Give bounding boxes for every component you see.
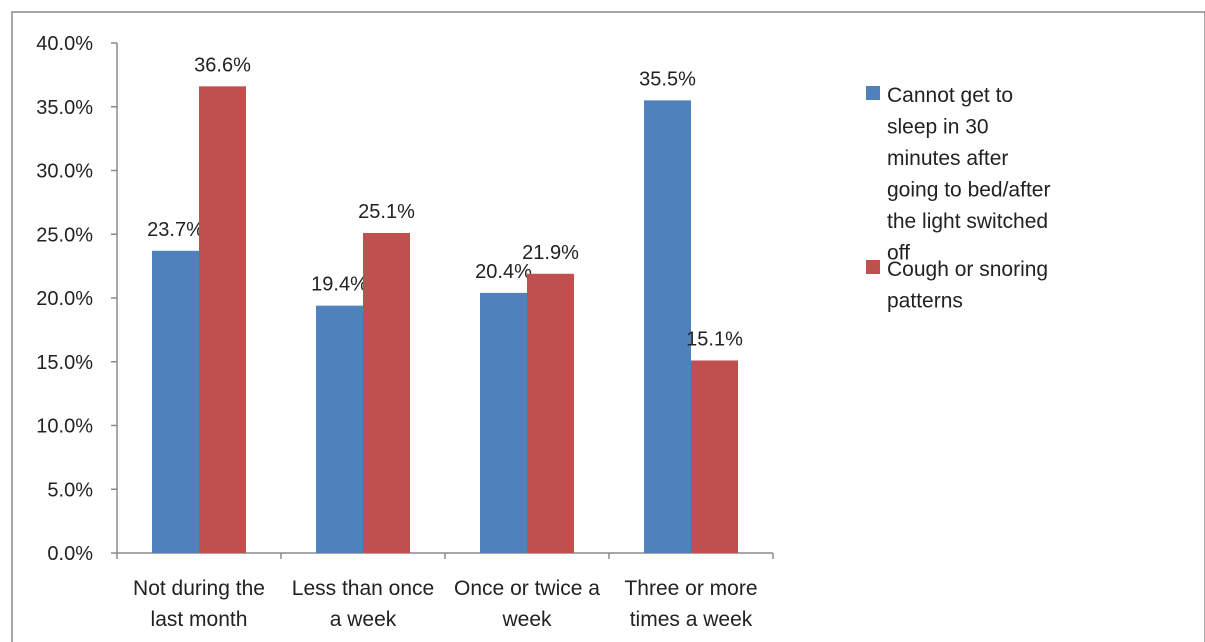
x-category-label: Once or twice a xyxy=(454,577,600,600)
data-label: 21.9% xyxy=(522,242,579,264)
x-category-label: a week xyxy=(330,608,397,631)
plot-area: 0.0% 5.0% 10.0% 15.0% 20.0% 25.0% 30.0% 35.0% 40… xyxy=(36,33,774,631)
y-tick-label: 25.0% xyxy=(36,224,93,246)
bar-series-1 xyxy=(480,292,527,553)
bar-series-2 xyxy=(363,232,410,553)
legend-label: going to bed/after xyxy=(887,179,1050,202)
y-tick-label: 35.0% xyxy=(36,97,93,119)
bar-series-2 xyxy=(691,360,738,553)
bar-series-1 xyxy=(316,305,363,553)
legend-swatch-series-2 xyxy=(866,260,880,274)
x-category-label: Less than once xyxy=(292,577,434,600)
legend-label: Cough or snoring xyxy=(887,258,1048,281)
y-tick-label: 40.0% xyxy=(36,33,93,55)
x-category-label: week xyxy=(501,608,552,631)
x-category-label: times a week xyxy=(630,608,753,631)
x-category-label: Not during the xyxy=(133,577,265,600)
bar-series-1 xyxy=(152,250,199,553)
x-category-label: last month xyxy=(151,608,248,631)
bar-series-2 xyxy=(199,86,246,553)
y-tick-label: 30.0% xyxy=(36,161,93,183)
legend: Cannot get to sleep in 30 minutes after goi… xyxy=(866,84,1050,313)
y-tick-label: 0.0% xyxy=(47,543,93,565)
legend-label: minutes after xyxy=(887,147,1008,170)
bar-series-2 xyxy=(527,273,574,553)
legend-swatch-series-1 xyxy=(866,86,880,100)
legend-label: Cannot get to xyxy=(887,84,1013,107)
x-category-label: Three or more xyxy=(624,577,757,600)
data-label: 15.1% xyxy=(686,328,743,350)
y-tick-label: 15.0% xyxy=(36,352,93,374)
data-label: 35.5% xyxy=(639,68,696,90)
data-label: 19.4% xyxy=(311,274,368,296)
legend-label: patterns xyxy=(887,290,963,313)
y-tick-label: 10.0% xyxy=(36,416,93,438)
bar-series-1 xyxy=(644,100,691,553)
legend-label: the light switched xyxy=(887,210,1048,233)
legend-label: sleep in 30 xyxy=(887,116,989,139)
data-label: 20.4% xyxy=(475,261,532,283)
data-label: 36.6% xyxy=(194,54,251,76)
data-label: 25.1% xyxy=(358,201,415,223)
y-tick-label: 20.0% xyxy=(36,288,93,310)
y-tick-label: 5.0% xyxy=(47,479,93,501)
data-label: 23.7% xyxy=(147,219,204,241)
legend-label: off xyxy=(887,242,910,265)
